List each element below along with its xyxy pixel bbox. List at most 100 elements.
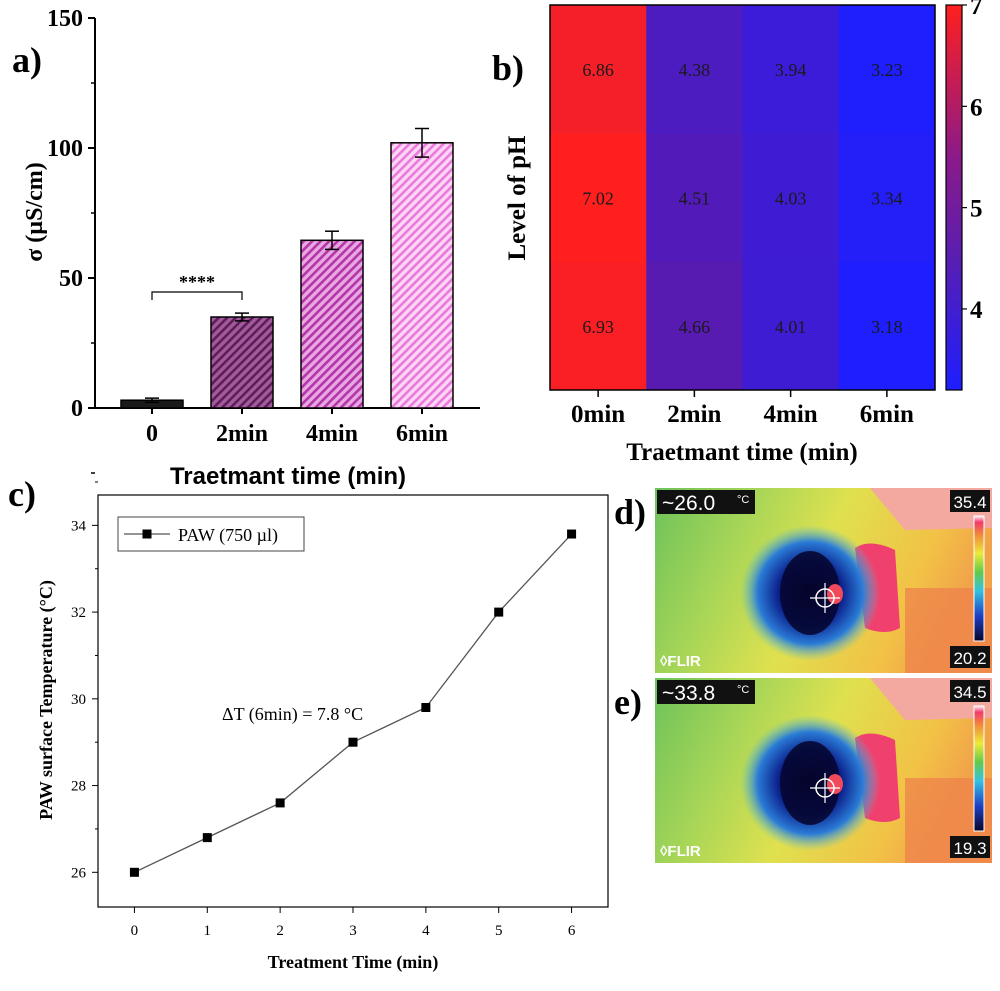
cold-core [780, 741, 840, 825]
legend-marker [142, 529, 152, 539]
x-tick-label: 4min [764, 401, 818, 428]
y-axis-title: σ (µS/cm) [22, 162, 48, 262]
y-tick-label: 28 [71, 779, 86, 795]
spot-temp-box [657, 490, 755, 514]
x-tick-label: 5 [495, 923, 503, 939]
flir-logo: ◊FLIR [660, 653, 701, 670]
scale-min-box [950, 646, 990, 668]
heatmap-cell [646, 261, 743, 391]
x-axis-title: Treatment Time (min) [268, 952, 439, 973]
data-point [567, 529, 577, 539]
scale-min-label: 19.3 [953, 839, 986, 858]
panel-b-letter: b) [492, 48, 524, 88]
y-tick-label: 50 [59, 266, 83, 292]
x-tick-label: 2min [667, 401, 721, 428]
plot-frame [97, 494, 609, 908]
scale-max-label: 35.4 [953, 493, 986, 512]
cell-value-label: 4.51 [679, 189, 711, 209]
y-axis-title: PAW surface Temperature (°C) [36, 580, 57, 820]
colorbar-tick-label: 5 [970, 196, 983, 223]
colorbar-tick-label: 7 [970, 0, 983, 20]
x-tick-label: 0 [131, 923, 139, 939]
scale-max-box [950, 490, 990, 512]
cell-value-label: 4.03 [775, 189, 807, 209]
hot-tip [827, 774, 843, 794]
x-axis-title: Traetmant time (min) [170, 463, 406, 490]
heatmap-cell [646, 133, 743, 263]
y-tick-label: 34 [71, 518, 87, 534]
heatmap-cell [550, 5, 647, 134]
x-tick-label: 0min [571, 401, 625, 428]
y-axis-title: Level of pH [504, 135, 531, 261]
y-tick-label: 0 [71, 396, 83, 422]
cell-value-label: 4.01 [775, 317, 807, 337]
x-tick-label: 6min [396, 421, 448, 447]
cell-value-label: 3.94 [775, 60, 807, 80]
heatmap-frame [549, 4, 936, 391]
cell-value-label: 6.93 [582, 317, 614, 337]
y-tick-label: 150 [47, 6, 83, 32]
scale-max-box [950, 680, 990, 702]
spot-temp-box [657, 680, 755, 704]
spot-temp-unit: °C [737, 494, 749, 506]
panel-a: a) 0 50 100 150 0 2min 4min 6min **** σ (µS/cm) Tr… [12, 6, 480, 490]
bar-chart: 0 50 100 150 0 2min 4min 6min **** σ (µS/cm) Traet… [22, 6, 480, 490]
heatmap-cell [742, 261, 840, 391]
x-tick-label: 2min [216, 421, 268, 447]
y-tick-label: 26 [71, 865, 87, 881]
colorbar-tick-label: 4 [970, 297, 983, 324]
color-scale-bar [973, 515, 985, 642]
heatmap-cell [838, 133, 936, 263]
bar [210, 316, 274, 409]
cell-value-label: 6.86 [582, 60, 614, 80]
spot-temp-value: ~26.0 [662, 492, 715, 515]
panel-d-letter: d) [614, 492, 646, 532]
scale-max-label: 34.5 [953, 683, 986, 702]
panel-b: b) 6.86 4.38 3.94 3.23 7.02 4.51 4.03 3.34 6.93 4… [492, 0, 983, 466]
x-tick-label: 2 [276, 923, 284, 939]
flir-logo: ◊FLIR [660, 843, 701, 860]
cell-value-label: 4.66 [679, 317, 711, 337]
data-point [275, 798, 285, 808]
heatmap-cell [742, 133, 840, 263]
heatmap-chart: 6.86 4.38 3.94 3.23 7.02 4.51 4.03 3.34 6.93 4.66… [504, 0, 983, 466]
cell-value-label: 4.38 [679, 60, 711, 80]
color-scale-bar [973, 705, 985, 832]
x-axis-title: Traetmant time (min) [626, 439, 857, 466]
spot-temp-value: ~33.8 [662, 682, 715, 705]
bar [390, 142, 454, 409]
significance-label: **** [179, 272, 215, 292]
thermal-image-d: ~26.0 °C 35.4 20.2 ◊FLIR [655, 488, 992, 673]
data-point [129, 867, 139, 877]
data-point [202, 833, 212, 843]
y-tick-label: 30 [71, 692, 86, 708]
panel-c-letter: c) [8, 474, 36, 514]
thermal-image-e: ~33.8 °C 34.5 19.3 ◊FLIR [655, 678, 992, 863]
heatmap-cell [646, 5, 743, 134]
panel-a-letter: a) [12, 40, 42, 80]
legend-label: PAW (750 µl) [178, 525, 278, 546]
panel-e: e) ~33.8 °C 34.5 19.3 ◊FLIR [614, 678, 992, 863]
heatmap-cell [550, 261, 647, 391]
colorbar-tick-label: 6 [970, 94, 983, 121]
heatmap-cell [838, 5, 936, 134]
cell-value-label: 3.23 [871, 60, 903, 80]
x-tick-label: 4 [422, 923, 430, 939]
colorbar [945, 4, 963, 391]
cell-value-label: 3.34 [871, 189, 903, 209]
data-point [348, 737, 358, 747]
x-tick-label: 3 [349, 923, 357, 939]
scale-min-label: 20.2 [953, 649, 986, 668]
data-point [421, 703, 431, 713]
panel-e-letter: e) [614, 682, 642, 722]
bar [300, 239, 364, 409]
y-tick-label: 100 [47, 136, 83, 162]
heatmap-cell [550, 133, 647, 263]
annotation: ΔT (6min) = 7.8 °C [222, 704, 363, 725]
y-tick-label: 32 [71, 605, 86, 621]
x-tick-label: 4min [306, 421, 358, 447]
cold-core [780, 551, 840, 635]
significance-bracket [151, 291, 243, 300]
